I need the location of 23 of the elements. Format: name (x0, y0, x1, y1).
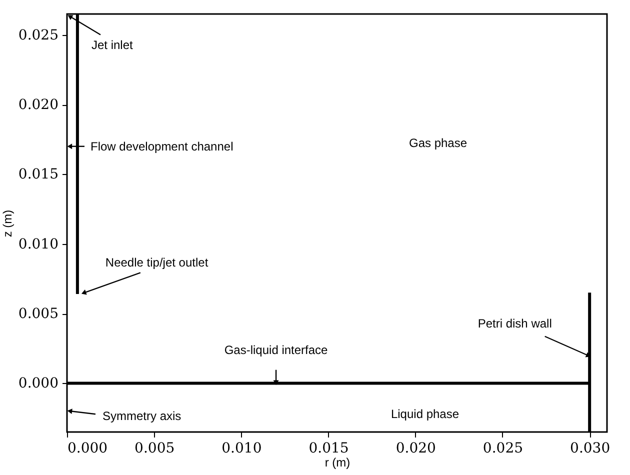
x-tick-label: 0.025 (482, 440, 524, 456)
annotation: Jet inlet (91, 38, 134, 52)
y-tick-label: 0.010 (18, 236, 58, 252)
x-axis-title: r (m) (324, 456, 350, 470)
y-tick-label: 0.000 (18, 376, 58, 392)
x-tick-label: 0.015 (308, 440, 349, 456)
x-tick-label: 0.030 (570, 440, 610, 456)
annotation: Symmetry axis (102, 409, 182, 424)
annotation: Petri dish wall (478, 316, 552, 330)
y-tick-label: 0.020 (18, 97, 58, 114)
annotation: Liquid phase (390, 407, 460, 421)
y-tick-label: 0.005 (18, 306, 58, 322)
y-axis-title: z (m) (0, 210, 14, 238)
x-tick-label: 0.000 (68, 440, 108, 456)
y-tick-label: 0.015 (18, 166, 58, 183)
x-tick-label: 0.020 (396, 440, 436, 456)
annotation: Gas-liquid interface (224, 342, 328, 357)
y-tick-label: 0.025 (18, 27, 58, 44)
x-tick-label: 0.010 (222, 440, 262, 456)
annotation: Gas phase (408, 136, 468, 150)
annotation: Flow development channel (90, 139, 234, 154)
annotation: Needle tip/jet outlet (105, 256, 209, 270)
x-tick-label: 0.005 (134, 440, 175, 456)
